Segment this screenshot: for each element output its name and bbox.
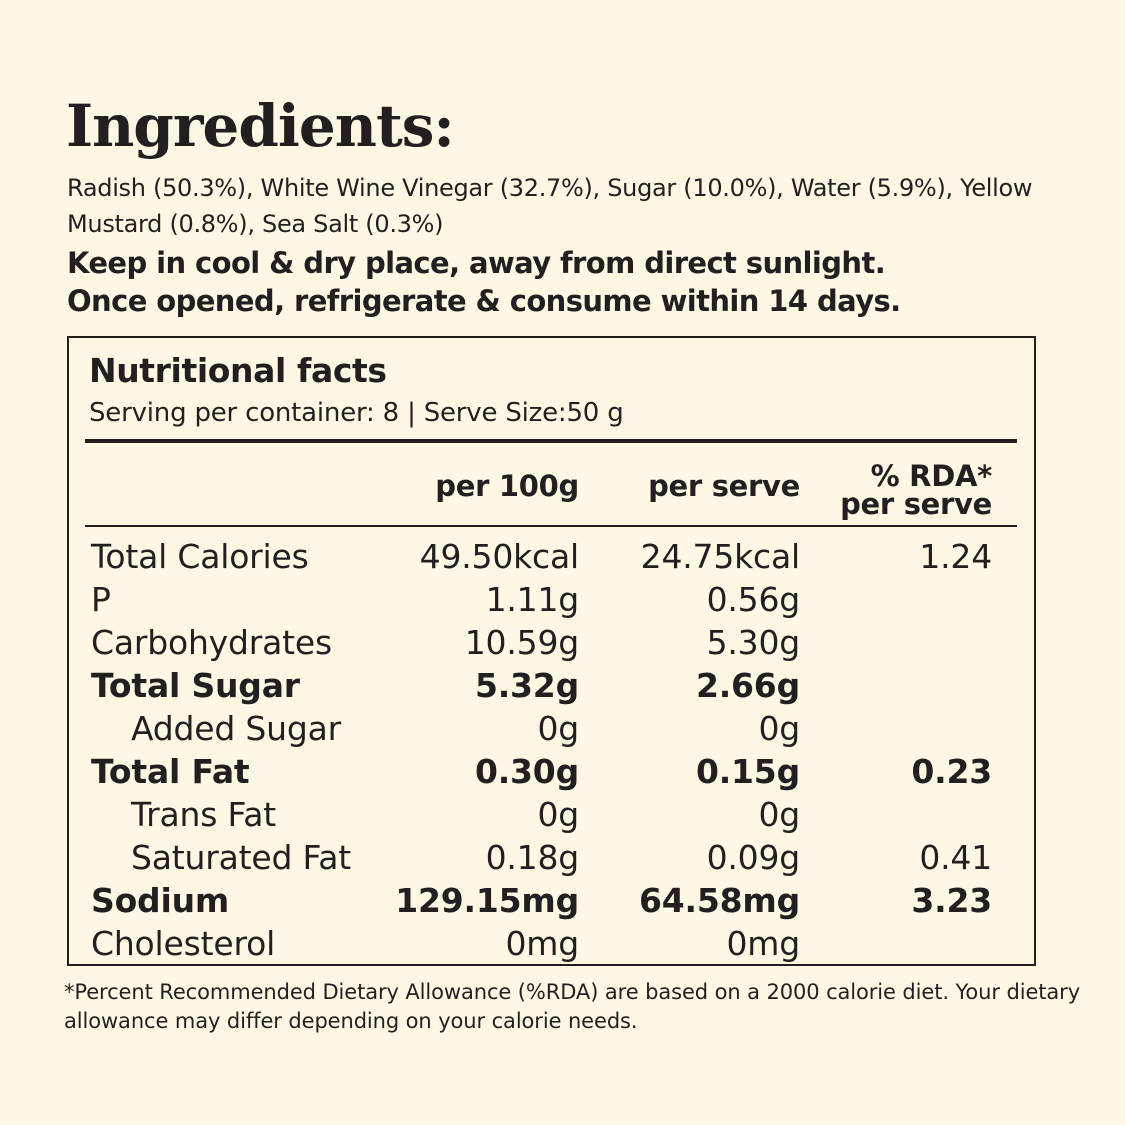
ingredients-title: Ingredients: xyxy=(66,92,455,160)
value-per-100g: 0mg xyxy=(505,924,580,963)
table-row: Saturated Fat 0.18g 0.09g 0.41 xyxy=(69,836,1034,879)
header-divider xyxy=(85,439,1017,443)
ingredients-list: Radish (50.3%), White Wine Vinegar (32.7… xyxy=(67,174,1033,238)
table-row: Carbohydrates 10.59g 5.30g xyxy=(69,621,1034,664)
value-per-serve: 5.30g xyxy=(706,623,801,662)
value-per-100g: 0.30g xyxy=(474,752,579,791)
nutrient-name: Total Calories xyxy=(91,537,309,576)
column-header-per-100g: per 100g xyxy=(435,469,579,503)
nutrition-heading: Nutritional facts xyxy=(89,351,387,390)
value-per-100g: 1.11g xyxy=(485,580,580,619)
table-row: Total Calories 49.50kcal 24.75kcal 1.24 xyxy=(69,535,1034,578)
table-row: P 1.11g 0.56g xyxy=(69,578,1034,621)
rda-header-line-1: % RDA* xyxy=(870,459,993,493)
nutrient-name: Trans Fat xyxy=(131,795,277,834)
value-per-100g: 5.32g xyxy=(474,666,579,705)
storage-line-2: Once opened, refrigerate & consume withi… xyxy=(67,284,901,318)
column-header-divider xyxy=(85,525,1017,527)
value-per-100g: 129.15mg xyxy=(395,881,579,920)
storage-instructions: Keep in cool & dry place, away from dire… xyxy=(67,244,1107,320)
value-per-serve: 0.56g xyxy=(706,580,801,619)
value-per-serve: 2.66g xyxy=(695,666,800,705)
nutrition-rows: Total Calories 49.50kcal 24.75kcal 1.24 P 1.1… xyxy=(69,535,1034,965)
nutrient-name: Sodium xyxy=(91,881,230,920)
column-header-per-serve: per serve xyxy=(648,469,800,503)
value-rda: 0.23 xyxy=(911,752,992,791)
rda-header-line-2: per serve xyxy=(840,487,992,521)
value-rda: 3.23 xyxy=(911,881,992,920)
nutrient-name: Total Fat xyxy=(91,752,250,791)
value-per-serve: 0g xyxy=(758,795,800,834)
value-per-serve: 0mg xyxy=(726,924,801,963)
value-per-100g: 0.18g xyxy=(485,838,580,877)
nutrient-name: Carbohydrates xyxy=(91,623,332,662)
value-per-serve: 64.58mg xyxy=(639,881,800,920)
table-row: Total Fat 0.30g 0.15g 0.23 xyxy=(69,750,1034,793)
value-per-100g: 0g xyxy=(537,795,579,834)
nutrient-name: Saturated Fat xyxy=(131,838,352,877)
value-per-100g: 10.59g xyxy=(464,623,579,662)
value-per-100g: 0g xyxy=(537,709,579,748)
rda-footnote: *Percent Recommended Dietary Allowance (… xyxy=(64,980,1081,1033)
nutrient-name: Added Sugar xyxy=(131,709,342,748)
table-row: Total Sugar 5.32g 2.66g xyxy=(69,664,1034,707)
nutrition-facts-panel: Nutritional facts Serving per container:… xyxy=(67,336,1036,966)
value-per-serve: 0.09g xyxy=(706,838,801,877)
value-per-100g: 49.50kcal xyxy=(419,537,580,576)
nutrient-name: Total Sugar xyxy=(91,666,300,705)
table-row: Added Sugar 0g 0g xyxy=(69,707,1034,750)
nutrient-name: Cholesterol xyxy=(91,924,276,963)
value-per-serve: 0g xyxy=(758,709,800,748)
serving-info: Serving per container: 8 | Serve Size:50… xyxy=(89,398,624,428)
table-row: Trans Fat 0g 0g xyxy=(69,793,1034,836)
table-row: Cholesterol 0mg 0mg xyxy=(69,922,1034,965)
value-per-serve: 24.75kcal xyxy=(640,537,801,576)
column-header-rda: % RDA* per serve xyxy=(840,459,993,521)
storage-line-1: Keep in cool & dry place, away from dire… xyxy=(67,246,886,280)
value-rda: 1.24 xyxy=(919,537,992,576)
nutrient-name: P xyxy=(91,580,111,619)
value-per-serve: 0.15g xyxy=(695,752,800,791)
table-row: Sodium 129.15mg 64.58mg 3.23 xyxy=(69,879,1034,922)
value-rda: 0.41 xyxy=(919,838,992,877)
